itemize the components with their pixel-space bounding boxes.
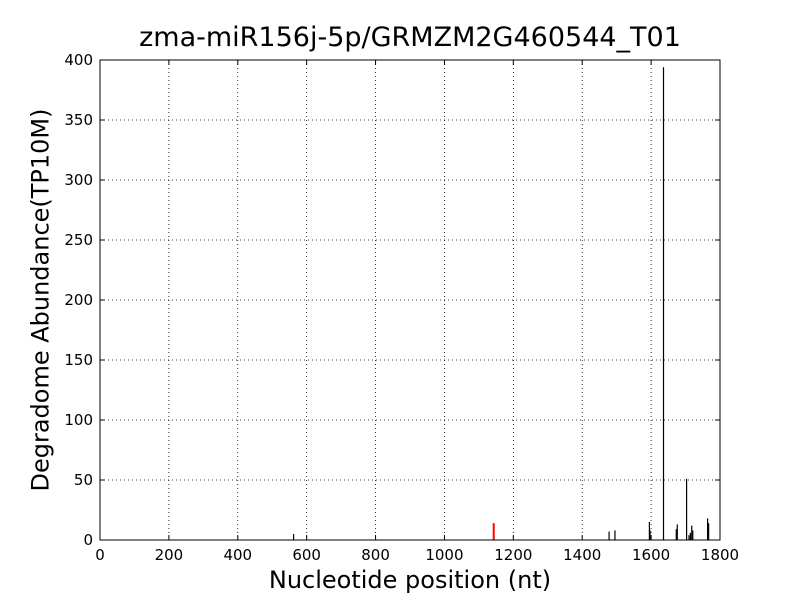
x-tick-label: 1400 xyxy=(563,546,601,564)
y-tick-label: 350 xyxy=(64,111,93,129)
y-tick-label: 300 xyxy=(64,171,93,189)
x-tick-label: 0 xyxy=(95,546,105,564)
bars xyxy=(292,67,710,540)
x-tick-label: 1000 xyxy=(425,546,463,564)
y-tick-label: 0 xyxy=(83,531,93,549)
y-tick-label: 250 xyxy=(64,231,93,249)
y-tick-label: 200 xyxy=(64,291,93,309)
x-tick-label: 600 xyxy=(292,546,321,564)
chart-title: zma-miR156j-5p/GRMZM2G460544_T01 xyxy=(139,22,681,53)
x-tick-label: 1200 xyxy=(494,546,532,564)
y-tick-label: 150 xyxy=(64,351,93,369)
x-tick-label: 1800 xyxy=(701,546,739,564)
x-tick-label: 400 xyxy=(223,546,252,564)
x-tick-label: 1600 xyxy=(632,546,670,564)
y-axis-label: Degradome Abundance(TP10M) xyxy=(26,108,55,492)
x-axis-label: Nucleotide position (nt) xyxy=(268,566,552,594)
grid-lines xyxy=(100,60,720,540)
y-tick-label: 100 xyxy=(64,411,93,429)
y-tick-label: 400 xyxy=(64,51,93,69)
x-tick-label: 200 xyxy=(155,546,184,564)
axis-ticks: 0 200 400 600 800 1000 1200 1400 1600 1800 0 50 100 1… xyxy=(64,51,739,564)
y-tick-label: 50 xyxy=(74,471,93,489)
x-tick-label: 800 xyxy=(361,546,390,564)
